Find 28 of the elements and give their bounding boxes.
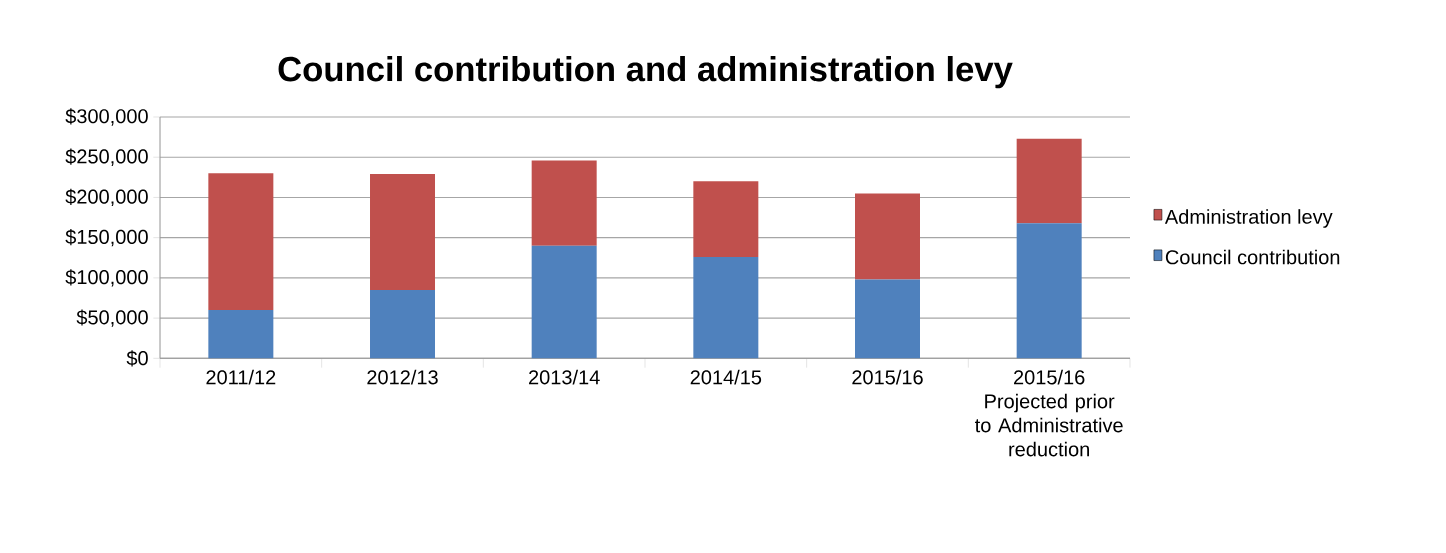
bar	[693, 181, 759, 257]
x-tick-label: 2011/12	[206, 369, 276, 385]
y-tick-label: $250,000	[65, 148, 148, 166]
bar	[208, 173, 274, 311]
bar	[855, 193, 920, 280]
bar	[1016, 223, 1082, 359]
legend-label: Council contribution	[1165, 249, 1340, 265]
y-tick-label: $300,000	[65, 108, 148, 126]
chart-title: Council contribution and administration levy	[278, 55, 1013, 89]
x-tick-label: 2012/13	[367, 369, 438, 385]
y-tick-label: $50,000	[76, 309, 148, 327]
x-tick-label: 2015/16	[852, 369, 923, 385]
bar	[208, 310, 274, 359]
y-tick-label: $0	[126, 350, 148, 367]
bar	[370, 174, 436, 290]
legend-label: Administration levy	[1164, 209, 1333, 228]
bar	[855, 279, 920, 359]
y-tick-label: $150,000	[65, 228, 148, 247]
bar	[531, 245, 597, 359]
y-tick-label: $200,000	[65, 188, 148, 207]
bar	[370, 289, 436, 359]
bar	[1016, 138, 1082, 224]
bar	[531, 160, 597, 246]
bar	[693, 256, 759, 359]
x-tick-label: 2015/16 Projected prior to Administrative reduction	[974, 369, 1123, 457]
x-tick-label: 2014/15	[690, 369, 762, 385]
y-tick-label: $100,000	[65, 269, 148, 287]
x-tick-label: 2013/14	[529, 369, 600, 385]
